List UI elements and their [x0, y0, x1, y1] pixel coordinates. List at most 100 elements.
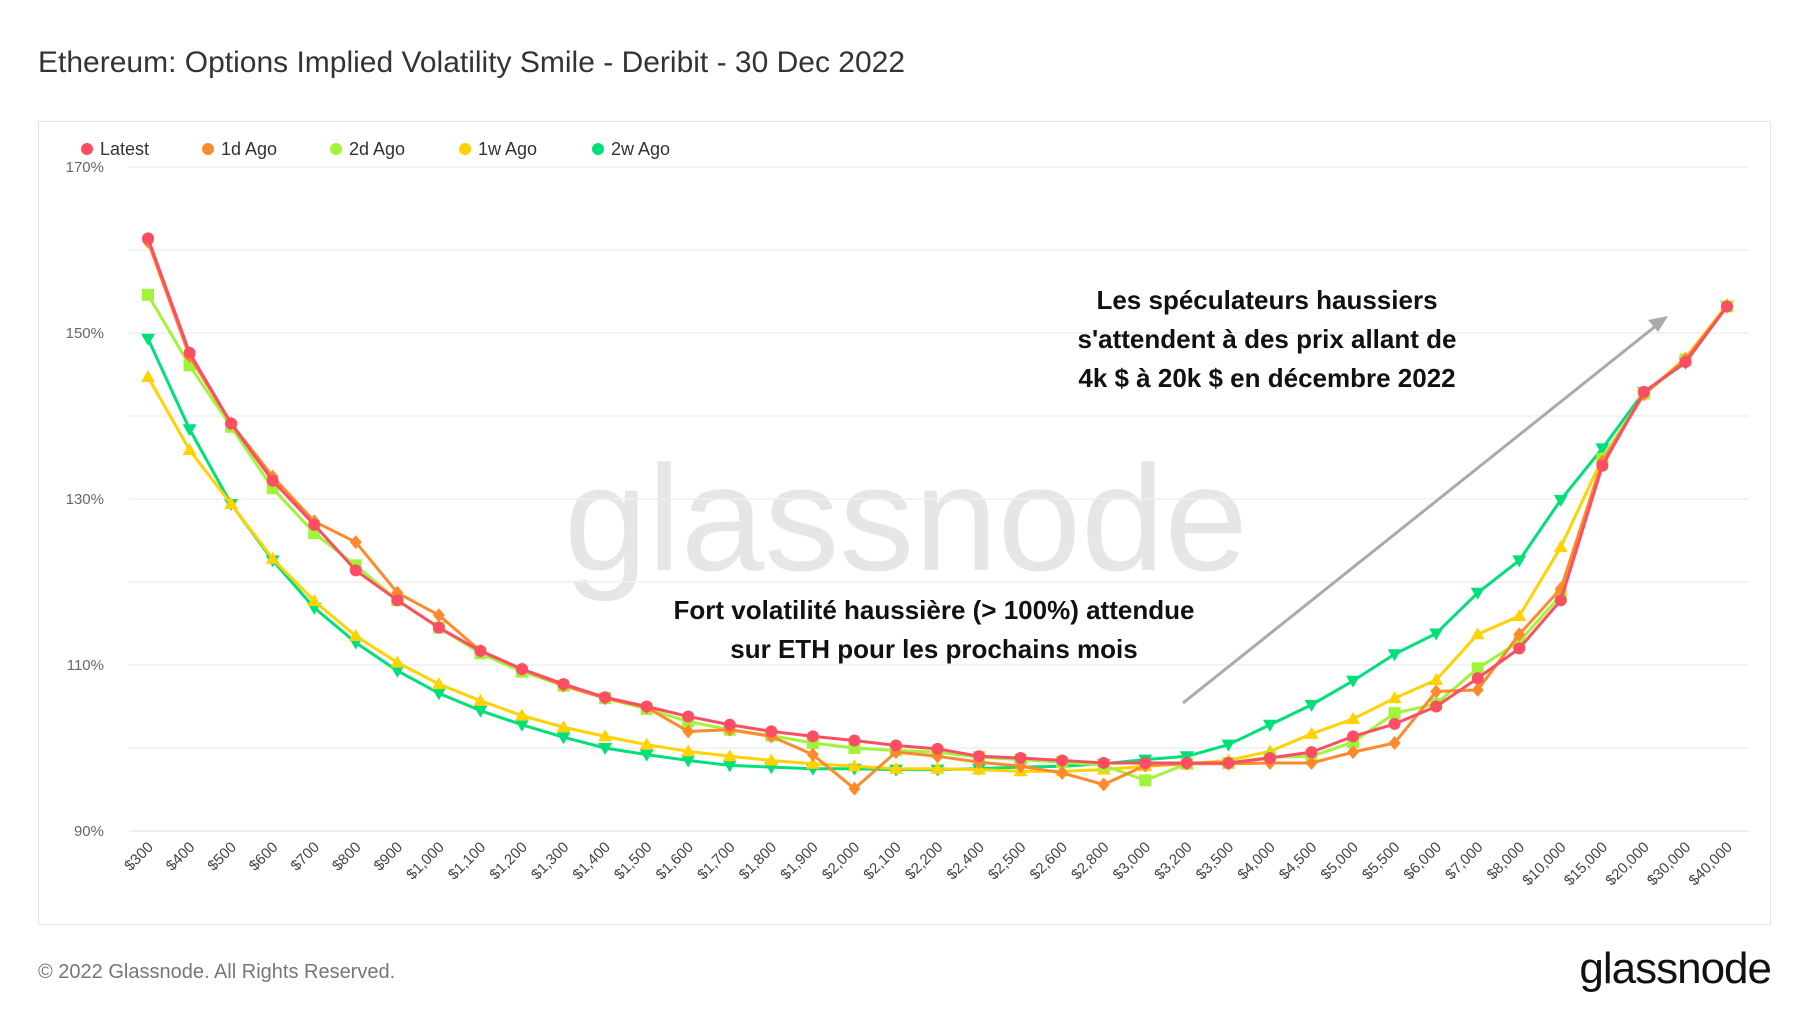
data-point: [1222, 756, 1235, 769]
data-point: [1553, 494, 1568, 507]
data-point: [639, 737, 654, 750]
x-tick-label: $4,000: [1234, 839, 1278, 883]
x-tick-label: $2,400: [943, 839, 987, 883]
x-tick-label: $4,500: [1276, 839, 1320, 883]
data-point: [432, 608, 445, 623]
data-point: [1596, 459, 1609, 472]
legend-dot-icon: [459, 143, 471, 155]
x-tick-label: $1,200: [486, 839, 530, 883]
data-point: [1470, 627, 1485, 640]
data-point: [1429, 672, 1444, 685]
data-point: [391, 594, 404, 607]
x-tick-label: $1,100: [445, 839, 489, 883]
data-point: [806, 747, 819, 762]
glassnode-logo: glassnode: [1579, 944, 1772, 993]
copyright: © 2022 Glassnode. All Rights Reserved.: [38, 961, 396, 983]
legend-dot-icon: [330, 143, 342, 155]
data-point: [848, 781, 861, 796]
x-tick-label: $7,000: [1442, 839, 1486, 883]
data-point: [681, 744, 696, 757]
data-point: [556, 720, 571, 733]
data-point: [1180, 756, 1193, 769]
data-point: [1470, 587, 1485, 600]
x-tick-label: $20,000: [1602, 839, 1652, 889]
data-point: [639, 749, 654, 762]
data-point: [1513, 627, 1526, 642]
data-point: [1471, 682, 1484, 697]
x-tick-label: $800: [329, 839, 365, 875]
x-tick-label: $600: [246, 839, 282, 875]
series-latest: [142, 232, 1733, 769]
legend-item[interactable]: 2w Ago: [592, 139, 670, 159]
data-point: [1346, 711, 1361, 724]
data-point: [1262, 719, 1277, 732]
x-tick-label: $300: [121, 839, 157, 875]
arrow-head-icon: [1648, 316, 1668, 332]
legend-label: Latest: [100, 139, 149, 159]
legend-item[interactable]: Latest: [81, 139, 149, 159]
x-tick-label: $1,700: [694, 839, 738, 883]
x-tick-label: $1,300: [528, 839, 572, 883]
data-point: [1387, 691, 1402, 704]
data-point: [1471, 672, 1484, 685]
data-point: [1471, 662, 1484, 675]
annotation-top-line: s'attendent à des prix allant de: [1078, 324, 1457, 354]
gridlines: [129, 166, 1749, 832]
data-point: [225, 417, 238, 430]
data-point: [1388, 717, 1401, 730]
data-point: [682, 724, 695, 739]
data-point: [805, 756, 820, 769]
data-point: [142, 232, 154, 245]
x-tick-label: $500: [204, 839, 240, 875]
data-point: [889, 739, 902, 752]
data-point: [1429, 628, 1444, 641]
data-point: [1139, 756, 1152, 769]
data-point: [556, 732, 571, 745]
legend-item[interactable]: 1d Ago: [202, 139, 277, 159]
annotation-middle: Fort volatilité haussière (> 100%) atten…: [674, 595, 1195, 664]
data-point: [1388, 736, 1401, 751]
data-point: [432, 621, 445, 634]
legend-label: 1d Ago: [221, 139, 277, 159]
x-tick-label: $2,600: [1027, 839, 1071, 883]
annotation-middle-line: Fort volatilité haussière (> 100%) atten…: [674, 595, 1195, 625]
data-point: [1679, 356, 1692, 369]
x-tick-label: $1,800: [736, 839, 780, 883]
data-point: [1097, 777, 1110, 792]
data-point: [930, 761, 945, 774]
data-point: [142, 288, 154, 301]
data-point: [1139, 774, 1152, 787]
chart-title: Ethereum: Options Implied Volatility Smi…: [38, 46, 906, 79]
data-point: [266, 474, 279, 487]
data-point: [1304, 726, 1319, 739]
data-point: [182, 424, 197, 437]
data-point: [598, 743, 613, 755]
data-point: [806, 730, 819, 743]
data-point: [390, 665, 405, 678]
x-tick-label: $3,200: [1151, 839, 1195, 883]
data-point: [764, 753, 779, 766]
data-point: [1056, 754, 1069, 767]
data-point: [431, 677, 446, 690]
data-point: [931, 742, 944, 755]
annotation-middle-line: sur ETH pour les prochains mois: [730, 634, 1137, 664]
y-tick-label: 170%: [66, 159, 104, 176]
legend-item[interactable]: 1w Ago: [459, 139, 537, 159]
data-point: [1304, 699, 1319, 712]
data-point: [1347, 745, 1360, 760]
x-tick-label: $5,000: [1317, 839, 1361, 883]
x-tick-label: $2,200: [902, 839, 946, 883]
data-point: [1346, 675, 1361, 688]
chart-frame: [38, 121, 1771, 925]
data-point: [349, 564, 362, 577]
x-tick-label: $2,500: [985, 839, 1029, 883]
legend-label: 2w Ago: [611, 139, 670, 159]
data-point: [1263, 751, 1276, 764]
data-point: [514, 708, 529, 721]
y-tick-label: 90%: [74, 823, 104, 840]
legend-item[interactable]: 2d Ago: [330, 139, 405, 159]
data-point: [1305, 755, 1318, 770]
data-point: [1387, 649, 1402, 662]
data-point: [557, 678, 570, 691]
data-point: [888, 761, 903, 774]
